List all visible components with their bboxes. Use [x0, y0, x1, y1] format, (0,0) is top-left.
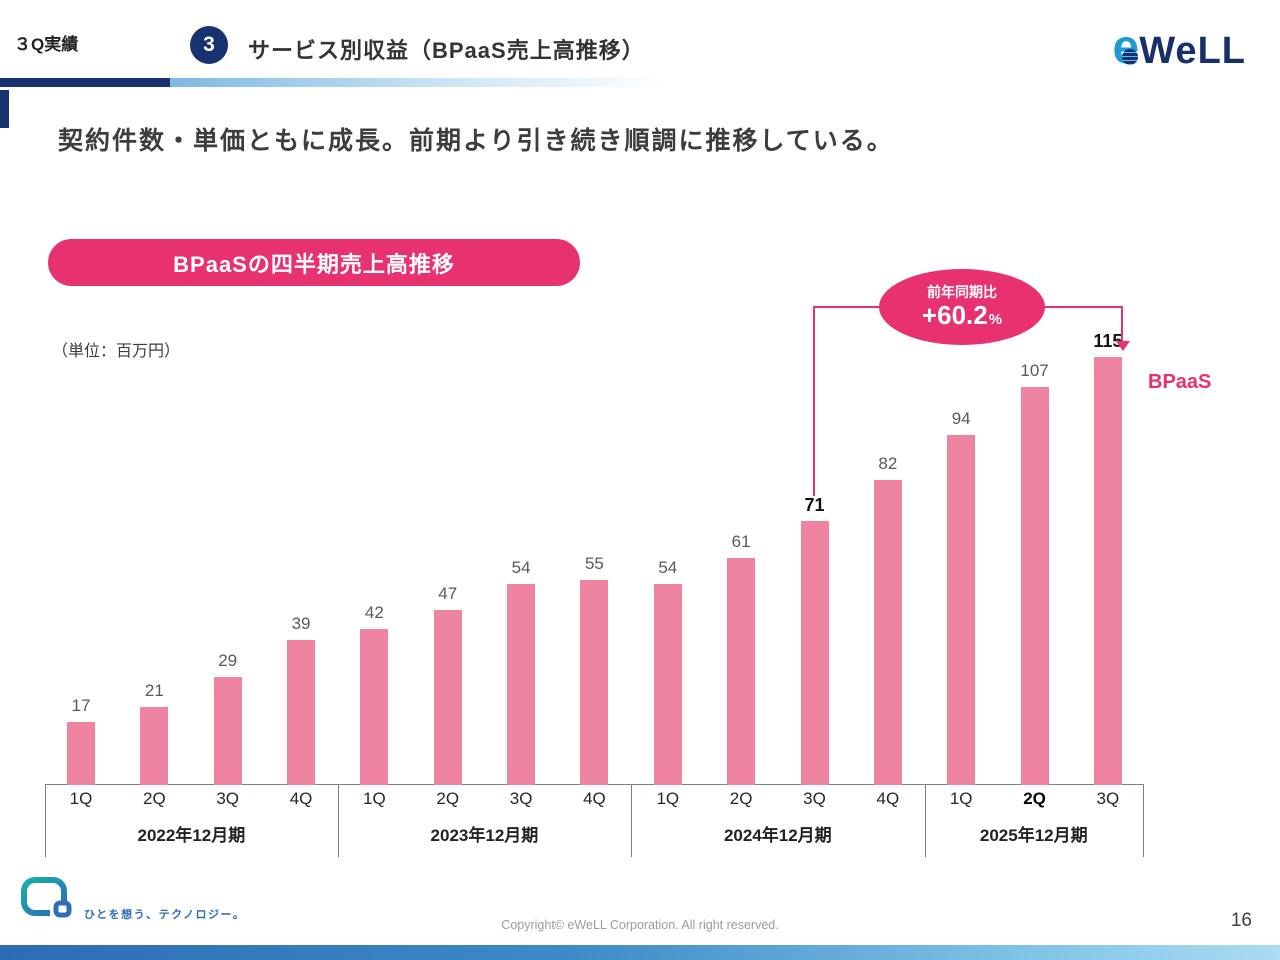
page-number: 16: [1230, 910, 1252, 931]
axis-year-label: 2023年12月期: [430, 826, 539, 845]
yoy-callout-bubble: 前年同期比 +60.2 %: [879, 269, 1045, 345]
axis-quarter-label: 3Q: [1096, 789, 1120, 808]
footer-logo-mark: [20, 876, 76, 927]
left-accent-bar: [0, 90, 9, 128]
bar-value-label: 55: [584, 554, 604, 573]
bar-2-3Q: [213, 677, 242, 785]
ewell-logo-e: e: [1112, 21, 1140, 74]
bar-value-label: 47: [438, 584, 458, 603]
footer-accent-strip: [0, 945, 1280, 960]
bar-value-label: 61: [731, 532, 751, 551]
yoy-callout-value: +60.2: [921, 300, 988, 331]
yoy-connector-left-vertical: [813, 306, 815, 496]
ewell-logo: e WeLL: [1113, 24, 1246, 72]
yoy-callout-value-row: +60.2 %: [922, 301, 1002, 330]
slide-message: 契約件数・単価ともに成長。前期より引き続き順調に推移している。: [58, 127, 894, 155]
axis-quarter-label: 4Q: [583, 789, 606, 808]
bar-value-label: 29: [218, 651, 238, 670]
yoy-callout-percent-sign: %: [988, 311, 1003, 329]
header-underline-gradient: [170, 78, 665, 87]
axis-quarter-label: 2Q: [143, 789, 166, 808]
yoy-connector-right-vertical: [1121, 306, 1123, 342]
footer-copyright: Copyright© eWeLL Corporation. All right …: [501, 918, 779, 932]
axis-quarter-label: 1Q: [363, 789, 386, 808]
yoy-arrowhead-icon: [1116, 341, 1130, 351]
yoy-callout-label: 前年同期比: [927, 284, 997, 301]
unit-label: （単位：百万円）: [52, 343, 181, 360]
axis-separator: [1143, 784, 1144, 857]
bar-value-label: 39: [291, 614, 311, 633]
bar-value-label: 17: [71, 696, 91, 715]
axis-quarter-label: 3Q: [509, 789, 533, 808]
axis-year-label: 2022年12月期: [137, 826, 246, 845]
axis-quarter-label: 2Q: [436, 789, 460, 808]
axis-quarter-label: 2Q: [1023, 789, 1046, 808]
bar-7-4Q: [580, 580, 609, 785]
bar-0-1Q: [67, 722, 95, 785]
axis-quarter-label: 2Q: [729, 789, 753, 808]
bar-14-3Q: [1093, 357, 1122, 785]
bar-1-2Q: [140, 707, 169, 785]
bar-value-label: 107: [1020, 361, 1049, 380]
header-underline-navy: [0, 78, 170, 87]
globe-icon: [1121, 49, 1138, 65]
bar-value-label: 54: [658, 558, 678, 577]
axis-separator: [631, 784, 633, 857]
bar-8-1Q: [653, 584, 682, 785]
bar-10-3Q: [800, 521, 829, 785]
chart-title-pill: BPaaSの四半期売上高推移: [48, 239, 580, 286]
axis-separator: [924, 784, 926, 857]
footer-tagline: ひとを想う、テクノロジー。: [84, 909, 246, 921]
bar-value-label: 82: [878, 454, 898, 473]
axis-separator: [337, 784, 339, 857]
section-number-badge: 3: [190, 26, 228, 64]
bar-value-label: 94: [951, 409, 971, 428]
axis-quarter-label: 4Q: [289, 789, 313, 808]
bar-9-2Q: [727, 558, 756, 785]
bar-value-label: 21: [144, 681, 164, 700]
axis-year-label: 2025年12月期: [979, 826, 1088, 845]
bar-value-label: 71: [804, 495, 825, 515]
ewell-logo-well: WeLL: [1139, 30, 1246, 72]
bar-value-label: 42: [364, 603, 384, 622]
axis-quarter-label: 1Q: [949, 789, 973, 808]
bar-5-2Q: [433, 610, 462, 785]
bar-6-3Q: [507, 584, 536, 785]
page-title: サービス別収益（BPaaS売上高推移）: [248, 38, 645, 63]
yoy-connector-right-horizontal: [1040, 306, 1123, 308]
axis-quarter-label: 3Q: [803, 789, 826, 808]
axis-quarter-label: 1Q: [656, 789, 680, 808]
axis-quarter-label: 3Q: [216, 789, 240, 808]
bar-12-1Q: [947, 435, 976, 785]
axis-year-label: 2024年12月期: [723, 826, 832, 845]
bar-value-label: 115: [1093, 331, 1123, 351]
bar-11-4Q: [873, 480, 902, 785]
bar-value-label: 54: [511, 558, 531, 577]
axis-separator: [45, 784, 46, 857]
bar-13-2Q: [1020, 387, 1049, 785]
quarter-tag: ３Q実績: [14, 35, 79, 54]
bar-3-4Q: [287, 640, 316, 785]
axis-quarter-label: 4Q: [876, 789, 900, 808]
axis-quarter-label: 1Q: [69, 789, 93, 808]
bar-4-1Q: [360, 629, 389, 785]
yoy-connector-left-horizontal: [813, 306, 885, 308]
series-label: BPaaS: [1148, 371, 1212, 393]
